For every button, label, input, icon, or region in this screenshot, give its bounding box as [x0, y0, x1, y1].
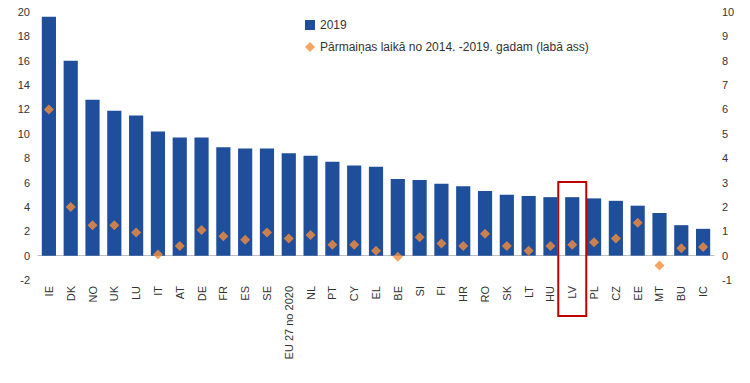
svg-text:CY: CY [348, 285, 360, 301]
svg-text:6: 6 [722, 103, 728, 115]
svg-text:IE: IE [43, 286, 55, 296]
svg-text:8: 8 [722, 55, 728, 67]
svg-text:PT: PT [326, 286, 338, 300]
svg-text:EU 27 no 2020: EU 27 no 2020 [283, 286, 295, 359]
svg-text:FI: FI [435, 286, 447, 296]
svg-text:EL: EL [370, 286, 382, 299]
svg-text:SE: SE [261, 286, 273, 301]
svg-text:2019: 2019 [320, 18, 347, 32]
svg-text:16: 16 [18, 55, 30, 67]
svg-text:4: 4 [24, 201, 30, 213]
svg-text:LU: LU [130, 286, 142, 300]
svg-text:IC: IC [697, 286, 709, 297]
svg-text:4: 4 [722, 152, 728, 164]
svg-text:LV: LV [566, 285, 578, 298]
svg-text:8: 8 [24, 152, 30, 164]
svg-text:14: 14 [18, 79, 30, 91]
svg-text:2: 2 [24, 225, 30, 237]
svg-text:CZ: CZ [610, 286, 622, 301]
svg-text:2: 2 [722, 201, 728, 213]
svg-text:SK: SK [501, 285, 513, 300]
svg-text:ES: ES [239, 286, 251, 301]
svg-text:RO: RO [479, 286, 491, 303]
svg-text:DE: DE [196, 286, 208, 301]
svg-text:5: 5 [722, 128, 728, 140]
svg-text:1: 1 [722, 225, 728, 237]
svg-text:9: 9 [722, 30, 728, 42]
svg-text:IT: IT [152, 286, 164, 296]
svg-text:BE: BE [392, 286, 404, 301]
svg-text:Pārmaiņas laikā no 2014. -2019: Pārmaiņas laikā no 2014. -2019. gadam (l… [320, 40, 589, 54]
svg-text:10: 10 [18, 128, 30, 140]
svg-text:0: 0 [722, 250, 728, 262]
svg-text:MT: MT [653, 286, 665, 302]
svg-text:3: 3 [722, 177, 728, 189]
svg-text:UK: UK [108, 285, 120, 301]
svg-text:PL: PL [588, 286, 600, 299]
svg-text:-2: -2 [20, 274, 30, 286]
svg-text:AT: AT [174, 286, 186, 300]
svg-text:SI: SI [414, 286, 426, 296]
svg-text:HU: HU [544, 286, 556, 302]
svg-text:NO: NO [87, 286, 99, 303]
svg-text:10: 10 [722, 6, 734, 18]
svg-text:EE: EE [632, 286, 644, 301]
svg-text:BU: BU [675, 286, 687, 301]
svg-text:FR: FR [217, 286, 229, 301]
svg-text:18: 18 [18, 30, 30, 42]
svg-text:LT: LT [523, 286, 535, 298]
svg-text:20: 20 [18, 6, 30, 18]
svg-text:DK: DK [65, 285, 77, 301]
svg-text:NL: NL [305, 286, 317, 300]
svg-text:7: 7 [722, 79, 728, 91]
svg-text:HR: HR [457, 286, 469, 302]
svg-text:12: 12 [18, 103, 30, 115]
svg-text:6: 6 [24, 177, 30, 189]
svg-text:0: 0 [24, 250, 30, 262]
svg-text:-1: -1 [722, 274, 732, 286]
